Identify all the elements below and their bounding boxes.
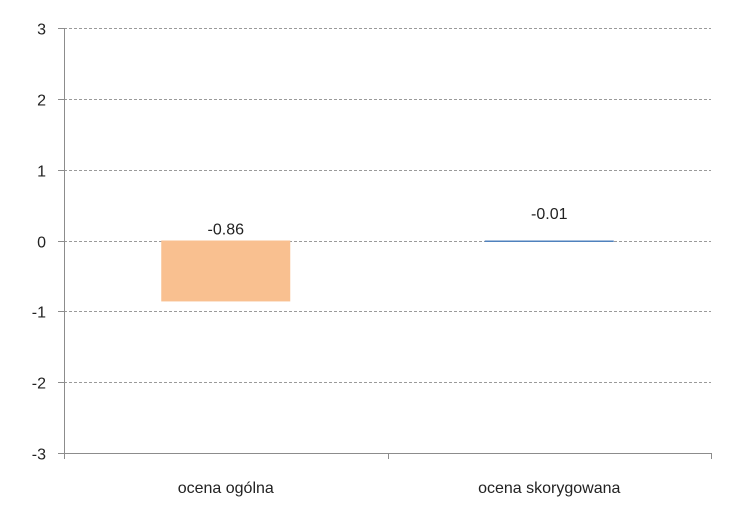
y-tick-label: 3 xyxy=(37,22,46,39)
axes xyxy=(58,28,712,459)
category-label: ocena skorygowana xyxy=(478,480,620,497)
labels: 3 2 1 0 -1 -2 -3 -0.86 ocena ogólna -0.01 ocena sk… xyxy=(32,22,621,498)
category-label: ocena ogólna xyxy=(178,480,274,497)
y-tick-label: 1 xyxy=(37,164,46,181)
y-tick-label: 0 xyxy=(37,235,46,252)
bars xyxy=(161,240,614,302)
y-tick-label: -3 xyxy=(32,447,46,464)
gridlines xyxy=(64,28,711,383)
data-label: -0.86 xyxy=(208,222,245,239)
data-label: -0.01 xyxy=(531,206,568,223)
y-tick-label: -2 xyxy=(32,376,46,393)
bar-2 xyxy=(484,240,614,242)
y-tick-label: -1 xyxy=(32,305,46,322)
bar-1 xyxy=(161,240,291,302)
y-tick-label: 2 xyxy=(37,93,46,110)
